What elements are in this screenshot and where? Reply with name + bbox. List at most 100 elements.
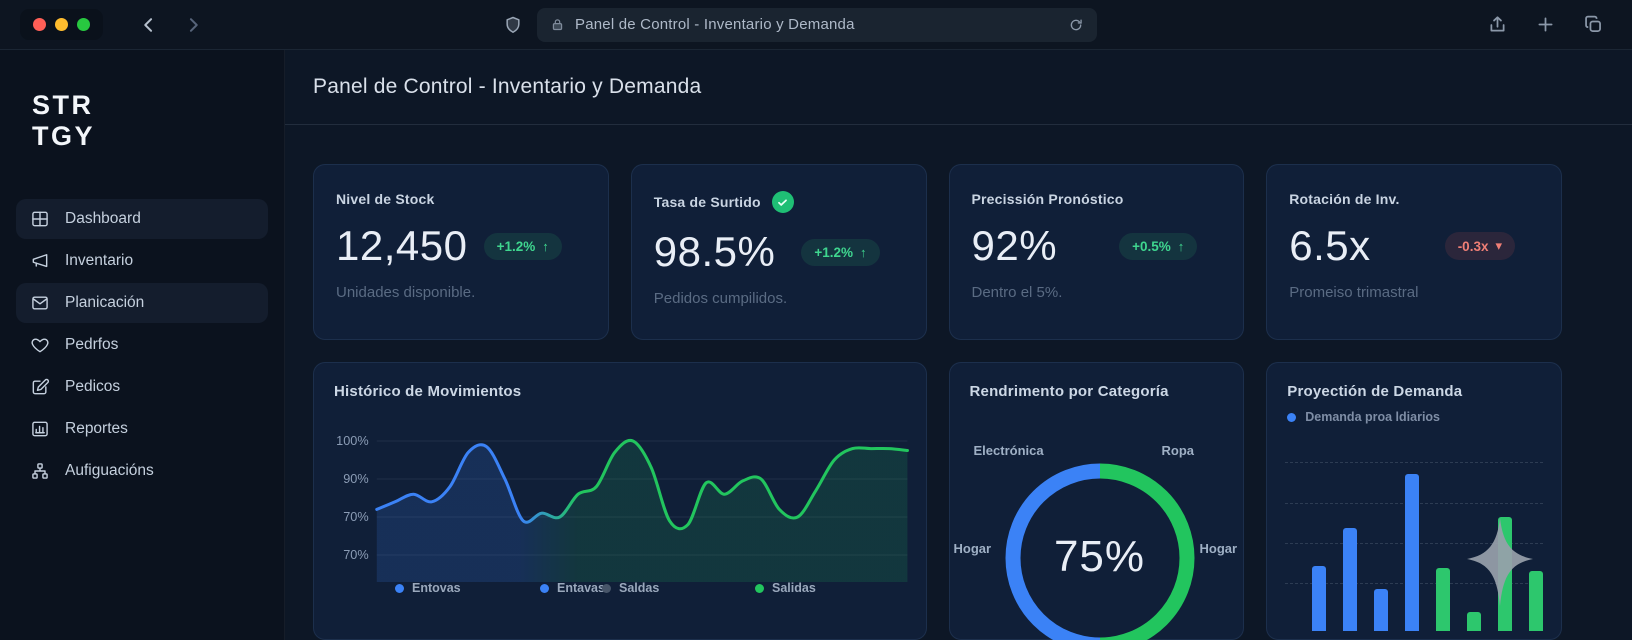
sidebar-item-inventario[interactable]: Inventario <box>16 241 268 281</box>
movements-chart-title: Histórico de Movimientos <box>334 383 522 400</box>
demand-bar <box>1374 589 1389 631</box>
kpi-label: Rotación de Inv. <box>1289 191 1400 207</box>
kpi-label-row: Rotación de Inv. <box>1289 191 1539 207</box>
sidebar-item-dashboard[interactable]: Dashboard <box>16 198 268 239</box>
kpi-subtitle: Unidades disponible. <box>336 284 476 301</box>
kpi-value-row: 6.5x -0.3x ▾ <box>1289 222 1539 270</box>
legend-dot <box>1287 412 1297 422</box>
trend-value: +0.5% <box>1132 238 1171 254</box>
bar-gridline <box>1285 462 1543 463</box>
forward-button[interactable] <box>183 15 203 35</box>
kpi-subtitle: Pedidos cumpilidos. <box>653 290 788 307</box>
heart-icon <box>30 335 50 355</box>
trend-up-arrow-icon: ↑ <box>1177 238 1185 254</box>
charts-row: Histórico de Movimientos 100% 90% 70% 70% E… <box>313 362 1562 640</box>
sidebar-item-label: Inventario <box>65 251 134 269</box>
category-chart-title: Rendrimento por Categoría <box>969 383 1169 400</box>
sidebar-item-reportes[interactable]: Reportes <box>16 409 268 449</box>
sidebar-item-aufiguaci-ns[interactable]: Aufiguacións <box>16 451 268 491</box>
edit-icon <box>30 377 50 397</box>
share-upload-button[interactable] <box>1487 14 1508 35</box>
kpi-value: 6.5x <box>1289 222 1371 269</box>
sidebar-item-pedicos[interactable]: Pedicos <box>16 367 268 407</box>
refresh-button[interactable] <box>1068 17 1084 33</box>
trend-value: +1.2% <box>496 238 536 254</box>
kpi-card-2: Precissión Pronóstico 92% +0.5% ↑ Dentro el … <box>948 164 1245 340</box>
page-title: Panel de Control - Inventario y Demanda <box>313 75 702 98</box>
zoom-window-button[interactable] <box>77 18 90 31</box>
kpi-row: Nivel de Stock 12,450 +1.2% ↑ Unidades dispo… <box>313 164 1562 340</box>
kpi-card-3: Rotación de Inv. 6.5x -0.3x ▾ Promeiso trima… <box>1266 164 1562 340</box>
legend-item: Saldas <box>602 581 659 595</box>
kpi-value: 92% <box>971 222 1058 269</box>
kpi-value-row: 92% +0.5% ↑ <box>972 222 1222 270</box>
kpi-value: 12,450 <box>336 222 468 269</box>
movements-line-chart-svg: 100% 90% 70% 70% <box>336 434 909 582</box>
lock-icon <box>552 19 563 31</box>
movements-chart-card: Histórico de Movimientos 100% 90% 70% 70% E… <box>313 362 927 640</box>
sidebar-item-label: Reportes <box>65 419 128 437</box>
minimize-window-button[interactable] <box>55 18 68 31</box>
legend-label: Entavas <box>557 581 605 595</box>
kpi-trend-badge: +1.2% ↑ <box>483 232 562 260</box>
legend-label: Salidas <box>772 581 816 595</box>
main-content: Panel de Control - Inventario y Demanda … <box>285 50 1632 640</box>
kpi-value-row: 12,450 +1.2% ↑ <box>336 222 586 270</box>
donut-segment-left <box>1005 463 1100 640</box>
legend-item: Salidas <box>755 581 816 595</box>
bar-chart-icon <box>30 419 50 439</box>
address-title: Panel de Control - Inventario y Demanda <box>575 16 855 33</box>
trend-down-arrow-icon: ▾ <box>1495 238 1502 253</box>
sidebar: STR TGY Dashboard Inventario Planicación Pe… <box>0 50 285 640</box>
legend-item: Entovas <box>395 581 461 595</box>
address-bar-group: Panel de Control - Inventario y Demanda <box>503 7 1097 42</box>
demand-bar <box>1529 571 1544 631</box>
sitemap-icon <box>30 461 50 481</box>
trend-value: +1.2% <box>814 244 853 260</box>
page-header: Panel de Control - Inventario y Demanda <box>285 50 1632 125</box>
movements-chart-legend: Entovas Entavas Saldas Salidas <box>334 581 906 601</box>
trend-up-arrow-icon: ↑ <box>860 244 867 260</box>
trend-up-arrow-icon: ↑ <box>542 238 549 254</box>
svg-text:70%: 70% <box>343 510 368 524</box>
logo-line-1: STR <box>32 90 94 120</box>
browser-toolbar-right <box>1487 14 1632 35</box>
new-tab-button[interactable] <box>1535 14 1556 35</box>
sidebar-item-label: Pedicos <box>65 377 121 395</box>
demand-chart-title: Proyectión de Demanda <box>1287 383 1463 400</box>
donut-callout: Hogar <box>1199 541 1238 556</box>
svg-text:90%: 90% <box>343 472 368 486</box>
category-donut-chart: Electrónica Ropa Hogar Hogar 75% <box>950 363 1244 640</box>
sidebar-item-label: Aufiguacións <box>65 461 154 479</box>
kpi-subtitle: Dentro el 5%. <box>971 284 1063 301</box>
kpi-subtitle: Promeiso trimastral <box>1289 284 1419 301</box>
kpi-trend-badge: +0.5% ↑ <box>1119 232 1198 260</box>
demand-chart-card: Proyectión de Demanda Demanda proa ldiar… <box>1266 362 1562 640</box>
donut-center-value: 75% <box>1053 532 1146 581</box>
category-chart-card: Rendrimento por Categoría Electrónica Ro… <box>948 362 1245 640</box>
demand-bar <box>1312 566 1327 631</box>
sidebar-item-label: Pedrfos <box>65 335 119 353</box>
legend-dot <box>755 583 764 593</box>
close-window-button[interactable] <box>33 18 46 31</box>
svg-text:70%: 70% <box>343 548 368 562</box>
sidebar-item-label: Planicación <box>65 293 145 311</box>
kpi-label: Tasa de Surtido <box>653 194 761 210</box>
window-controls <box>20 9 103 40</box>
svg-text:100%: 100% <box>336 434 368 448</box>
shield-icon[interactable] <box>503 15 523 35</box>
back-button[interactable] <box>139 15 159 35</box>
address-bar[interactable]: Panel de Control - Inventario y Demanda <box>537 7 1097 42</box>
legend-label: Saldas <box>619 581 660 595</box>
sidebar-item-pedrfos[interactable]: Pedrfos <box>16 325 268 365</box>
sidebar-item-planicaci-n[interactable]: Planicación <box>16 282 268 323</box>
sidebar-item-label: Dashboard <box>65 209 141 227</box>
legend-item: Entavas <box>540 581 605 595</box>
tab-overview-button[interactable] <box>1583 14 1604 35</box>
logo-line-2: TGY <box>32 121 96 152</box>
trend-value: -0.3x <box>1457 238 1489 254</box>
kpi-label-row: Tasa de Surtido <box>654 191 904 213</box>
donut-callout: Hogar <box>953 541 992 556</box>
legend-label: Entovas <box>412 581 461 595</box>
